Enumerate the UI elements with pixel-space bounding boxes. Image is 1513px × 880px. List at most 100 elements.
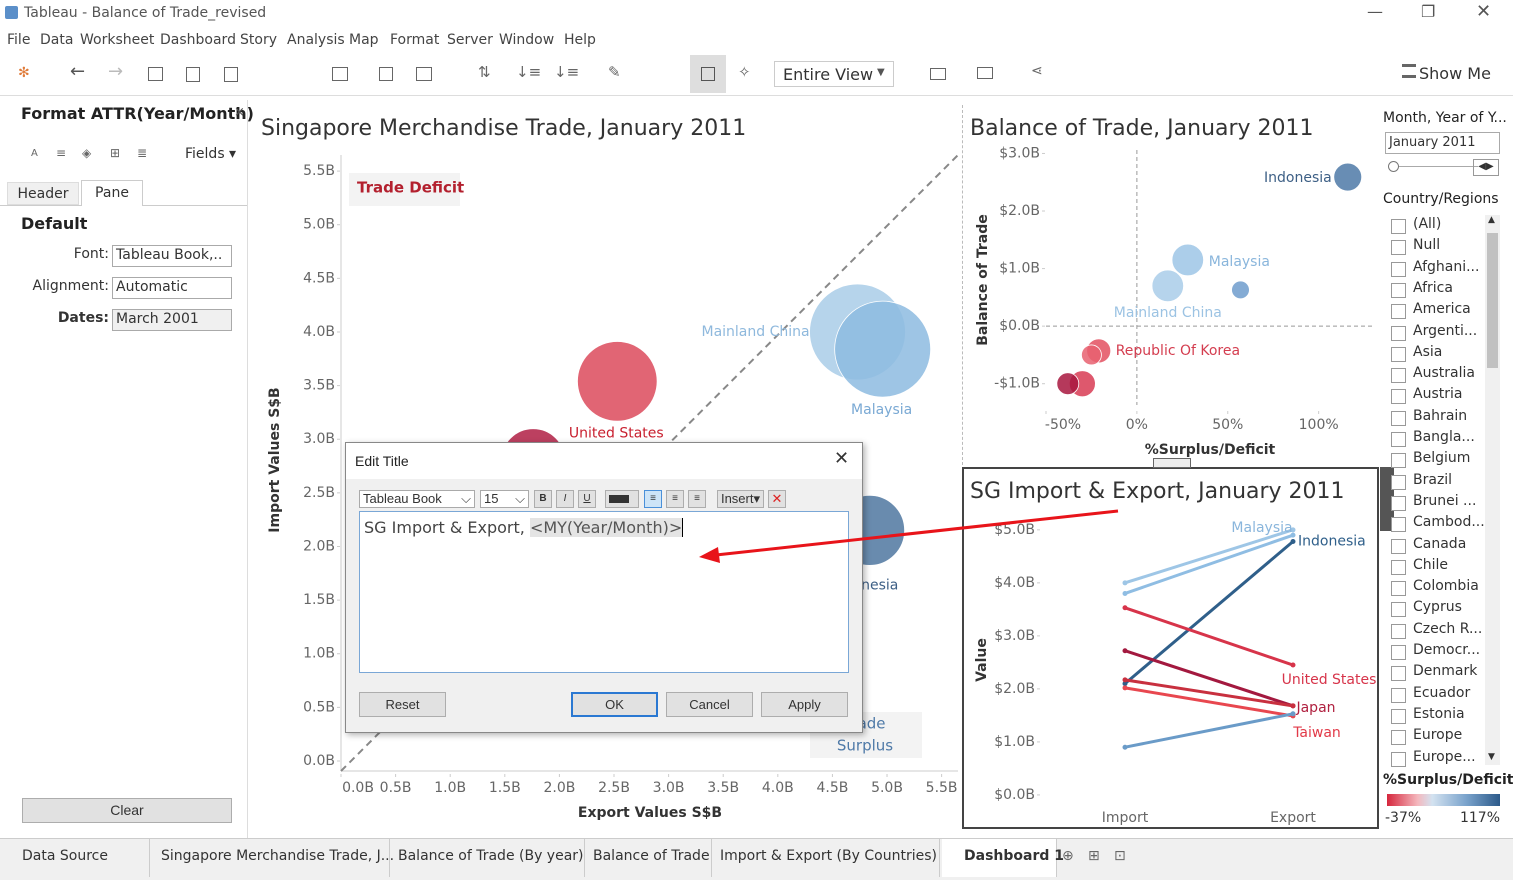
- dates-select[interactable]: March 2001: [112, 309, 232, 331]
- color-picker[interactable]: [605, 490, 639, 508]
- redo[interactable]: →: [108, 61, 124, 82]
- reset-button[interactable]: Reset: [359, 692, 446, 717]
- menu-item[interactable]: Help: [564, 32, 596, 48]
- font-select[interactable]: Tableau Book ⌵: [359, 490, 475, 508]
- duplicate[interactable]: [379, 67, 393, 81]
- checkbox[interactable]: [1391, 282, 1406, 298]
- sheet-tab[interactable]: Import & Export (By Countries): [712, 839, 940, 877]
- sort-asc[interactable]: ↓≡: [516, 63, 542, 81]
- checkbox[interactable]: [1391, 602, 1406, 618]
- share[interactable]: ⋖: [1031, 63, 1043, 79]
- italic[interactable]: I: [556, 490, 574, 508]
- checkbox[interactable]: [1391, 623, 1406, 639]
- dialog-close[interactable]: ✕: [834, 448, 850, 468]
- undo[interactable]: ←: [70, 61, 86, 82]
- new-tab[interactable]: ⊕: [1062, 848, 1074, 864]
- checkbox[interactable]: [1391, 708, 1406, 724]
- fields-dropdown[interactable]: Fields ▾: [185, 146, 237, 162]
- menu-item[interactable]: Analysis: [287, 32, 345, 48]
- pin[interactable]: ✧: [738, 63, 751, 81]
- show-me[interactable]: Show Me: [1419, 64, 1491, 83]
- sheet-tab[interactable]: Balance of Trade: [585, 839, 712, 877]
- new-sheet[interactable]: [332, 67, 348, 81]
- menu-item[interactable]: Data: [40, 32, 74, 48]
- checkbox[interactable]: [1391, 559, 1406, 575]
- borders-icon[interactable]: ⊞: [110, 146, 121, 160]
- insert-button[interactable]: Insert▾: [717, 490, 764, 508]
- underline[interactable]: U: [578, 490, 596, 508]
- checkbox[interactable]: [1391, 666, 1406, 682]
- title-editor[interactable]: SG Import & Export, <MY(Year/Month)>: [359, 511, 849, 673]
- tableau-icon[interactable]: ✻: [18, 65, 30, 81]
- clear-text[interactable]: ✕: [768, 490, 786, 508]
- bold[interactable]: B: [534, 490, 552, 508]
- save[interactable]: [148, 67, 163, 81]
- checkbox[interactable]: [1391, 368, 1406, 384]
- clear-button[interactable]: Clear: [22, 798, 232, 823]
- size-select[interactable]: 15 ⌵: [480, 490, 529, 508]
- menu-item[interactable]: Map: [349, 32, 379, 48]
- new-tab[interactable]: ⊡: [1114, 848, 1126, 864]
- checkbox[interactable]: [1391, 261, 1406, 277]
- step-buttons[interactable]: ◀▶: [1473, 159, 1499, 176]
- labels-toggle[interactable]: [690, 55, 726, 93]
- tab-header[interactable]: Header: [7, 182, 79, 205]
- menu-item[interactable]: Format: [390, 32, 440, 48]
- checkbox[interactable]: [1391, 495, 1406, 511]
- show-cards[interactable]: [930, 68, 946, 80]
- menu-item[interactable]: Window: [499, 32, 555, 48]
- sheet-tab[interactable]: Singapore Merchandise Trade, J...: [153, 839, 394, 877]
- menu-item[interactable]: File: [7, 32, 31, 48]
- tab-pane[interactable]: Pane: [81, 180, 143, 206]
- checkbox[interactable]: [1391, 751, 1406, 767]
- apply-button[interactable]: Apply: [761, 692, 848, 717]
- new-tab[interactable]: ⊞: [1088, 848, 1100, 864]
- checkbox[interactable]: [1391, 453, 1406, 469]
- checkbox[interactable]: [1391, 389, 1406, 405]
- alignment-select[interactable]: Automatic: [112, 277, 232, 299]
- align-right[interactable]: ≡: [688, 490, 706, 508]
- panel-close[interactable]: ×: [234, 105, 245, 120]
- show-me-icon[interactable]: [1402, 64, 1416, 78]
- checkbox[interactable]: [1391, 410, 1406, 426]
- checkbox[interactable]: [1391, 517, 1406, 533]
- menu-item[interactable]: Server: [447, 32, 493, 48]
- menu-item[interactable]: Worksheet: [80, 32, 155, 48]
- restore[interactable]: ❐: [1421, 2, 1436, 21]
- month-select[interactable]: January 2011: [1385, 132, 1500, 154]
- align-left[interactable]: ≡: [644, 490, 662, 508]
- clear-sheet[interactable]: [416, 67, 432, 81]
- checkbox[interactable]: [1391, 240, 1406, 256]
- checkbox[interactable]: [1391, 346, 1406, 362]
- pause[interactable]: [224, 67, 238, 82]
- new-data[interactable]: [186, 67, 200, 82]
- checkbox[interactable]: [1391, 219, 1406, 234]
- sheet-tab[interactable]: Data Source: [0, 839, 150, 877]
- sort-desc[interactable]: ↓≡: [554, 63, 580, 81]
- checkbox[interactable]: [1391, 304, 1406, 320]
- checkbox[interactable]: [1391, 581, 1406, 597]
- menu-item[interactable]: Dashboard: [160, 32, 236, 48]
- ok-button[interactable]: OK: [571, 692, 658, 717]
- checkbox[interactable]: [1391, 687, 1406, 703]
- zone-controls[interactable]: [1380, 467, 1394, 531]
- shading-icon[interactable]: ◈: [82, 146, 92, 160]
- checkbox[interactable]: [1391, 432, 1406, 447]
- cancel-button[interactable]: Cancel: [666, 692, 753, 717]
- sheet-tab[interactable]: Dashboard 1: [942, 839, 1064, 877]
- swap[interactable]: ⇅: [478, 63, 491, 81]
- checkbox[interactable]: [1391, 325, 1406, 341]
- menu-item[interactable]: Story: [240, 32, 277, 48]
- presentation[interactable]: [977, 67, 993, 79]
- zone-handle[interactable]: [1153, 458, 1191, 468]
- checkbox[interactable]: [1391, 538, 1406, 554]
- slider-thumb[interactable]: [1388, 161, 1399, 172]
- checkbox[interactable]: [1391, 730, 1406, 746]
- font-select[interactable]: Tableau Book,..: [112, 245, 232, 267]
- minimize[interactable]: —: [1367, 2, 1383, 21]
- highlight[interactable]: ✎: [608, 63, 621, 81]
- align-center[interactable]: ≡: [666, 490, 684, 508]
- checkbox[interactable]: [1391, 645, 1406, 660]
- sheet-tab[interactable]: Balance of Trade (By year): [390, 839, 585, 877]
- checkbox[interactable]: [1391, 474, 1406, 490]
